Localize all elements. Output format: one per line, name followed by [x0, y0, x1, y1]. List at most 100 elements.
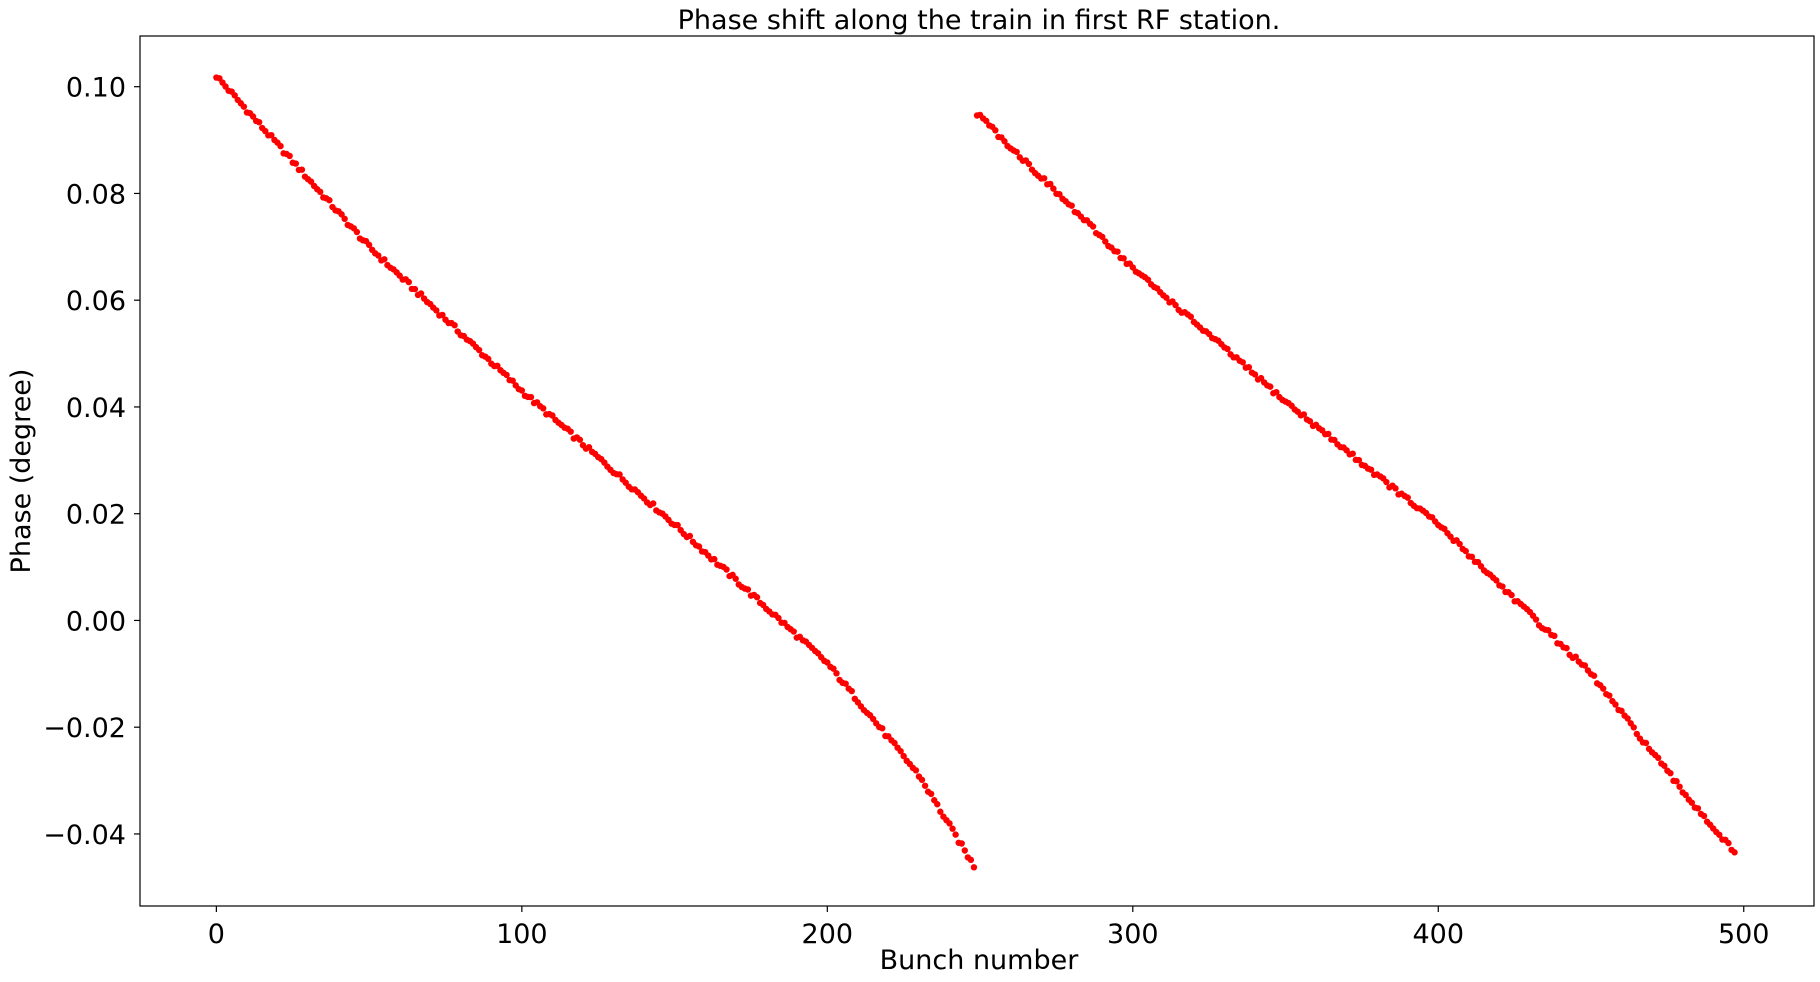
data-point — [1013, 148, 1020, 156]
data-point — [451, 322, 458, 329]
data-point — [616, 471, 623, 478]
data-point — [830, 665, 837, 672]
data-point — [1068, 202, 1075, 209]
data-point — [949, 825, 956, 832]
data-point — [286, 152, 293, 160]
data-point — [338, 211, 345, 218]
data-point — [1618, 707, 1625, 715]
data-point — [1667, 770, 1674, 777]
data-point — [958, 840, 965, 847]
data-point — [970, 864, 978, 871]
data-point — [1612, 701, 1619, 708]
data-point — [1532, 616, 1540, 623]
data-point — [790, 628, 797, 635]
data-point — [1462, 547, 1469, 555]
data-point — [503, 371, 510, 379]
data-point — [711, 555, 718, 563]
data-point — [411, 285, 419, 293]
data-point — [1508, 591, 1515, 599]
data-point — [1551, 632, 1558, 640]
data-point — [1590, 672, 1598, 679]
data-point — [1325, 430, 1332, 438]
data-point — [1630, 724, 1637, 731]
data-point — [1089, 223, 1097, 230]
data-point — [1172, 301, 1179, 309]
data-point — [744, 586, 752, 593]
data-point — [433, 307, 440, 314]
y-tick-label: −0.04 — [43, 820, 126, 851]
data-point — [946, 820, 953, 827]
data-point — [1581, 662, 1589, 669]
data-point — [1673, 778, 1680, 785]
data-point — [527, 393, 535, 401]
data-point — [897, 747, 904, 755]
data-point — [1731, 849, 1738, 856]
data-point — [1716, 831, 1723, 838]
data-point — [937, 808, 944, 815]
data-point — [1099, 233, 1106, 240]
data-point — [921, 782, 929, 789]
data-point — [1056, 191, 1063, 198]
data-point — [1025, 160, 1033, 168]
data-point — [686, 532, 694, 540]
data-point — [298, 166, 306, 173]
data-point — [912, 767, 920, 774]
y-tick-label: 0.00 — [66, 606, 126, 637]
data-point — [927, 790, 935, 798]
data-point — [475, 346, 483, 354]
data-point — [900, 752, 907, 760]
data-point — [292, 160, 299, 167]
y-tick-label: 0.06 — [66, 286, 126, 317]
data-point — [277, 142, 284, 150]
data-point — [1404, 494, 1411, 501]
x-tick-label: 400 — [1412, 919, 1464, 950]
data-point — [1187, 313, 1195, 320]
data-point — [405, 278, 413, 286]
data-point — [1499, 583, 1506, 590]
data-point — [567, 428, 574, 435]
data-point — [732, 575, 739, 582]
data-point — [992, 127, 999, 134]
x-tick-label: 500 — [1718, 919, 1770, 950]
data-point — [1600, 685, 1607, 692]
data-point — [879, 725, 886, 732]
y-tick-label: −0.02 — [43, 713, 126, 744]
x-tick-label: 300 — [1107, 919, 1159, 950]
data-point — [1102, 238, 1109, 245]
data-point — [1456, 540, 1463, 548]
data-point — [674, 521, 681, 529]
data-points — [213, 74, 1738, 871]
data-point — [1163, 294, 1170, 301]
y-tick-label: 0.02 — [66, 500, 126, 531]
x-tick-label: 0 — [208, 919, 225, 950]
data-point — [1267, 383, 1274, 390]
data-point — [1041, 175, 1048, 182]
x-axis-title: Bunch number — [880, 945, 1080, 976]
data-point — [1001, 138, 1008, 145]
data-point — [381, 256, 388, 263]
data-point — [1642, 739, 1650, 747]
data-point — [1545, 627, 1552, 634]
data-point — [518, 387, 526, 394]
data-point — [1114, 248, 1121, 255]
data-point — [1239, 359, 1246, 366]
data-point — [1606, 692, 1613, 699]
data-point — [1661, 762, 1668, 769]
data-point — [695, 543, 703, 550]
data-point — [231, 92, 238, 99]
y-axis-ticks: −0.04 −0.02 0.00 0.02 0.04 0.06 0.08 0.10 — [43, 73, 140, 851]
data-point — [1273, 388, 1280, 396]
data-point — [1633, 730, 1641, 738]
x-axis-ticks: 0 100 200 300 400 500 — [208, 906, 1770, 950]
data-point — [1144, 276, 1152, 283]
data-point — [326, 197, 333, 204]
data-point — [1624, 715, 1631, 722]
data-point — [1725, 839, 1732, 847]
data-point — [540, 405, 547, 412]
y-tick-label: 0.08 — [66, 179, 126, 210]
data-point — [353, 228, 361, 236]
data-point — [1120, 255, 1127, 262]
data-point — [1050, 185, 1057, 192]
